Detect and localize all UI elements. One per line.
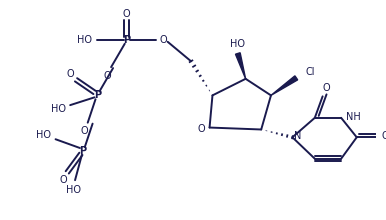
Text: O: O (381, 131, 386, 141)
Text: O: O (323, 82, 330, 93)
Text: NH: NH (346, 112, 361, 122)
Text: HO: HO (36, 130, 51, 140)
Text: HO: HO (51, 104, 66, 114)
Text: O: O (59, 175, 67, 185)
Text: HO: HO (66, 185, 81, 195)
Text: P: P (123, 35, 130, 45)
Text: O: O (103, 71, 111, 81)
Text: O: O (198, 125, 206, 134)
Text: P: P (94, 90, 101, 100)
Text: O: O (66, 69, 74, 79)
Text: HO: HO (77, 35, 92, 45)
Polygon shape (235, 53, 245, 79)
Text: O: O (123, 9, 130, 18)
Text: P: P (79, 146, 86, 156)
Polygon shape (271, 76, 298, 95)
Text: O: O (81, 126, 89, 136)
Text: O: O (160, 35, 168, 45)
Text: HO: HO (230, 39, 245, 49)
Text: N: N (295, 131, 302, 141)
Text: Cl: Cl (305, 67, 315, 77)
